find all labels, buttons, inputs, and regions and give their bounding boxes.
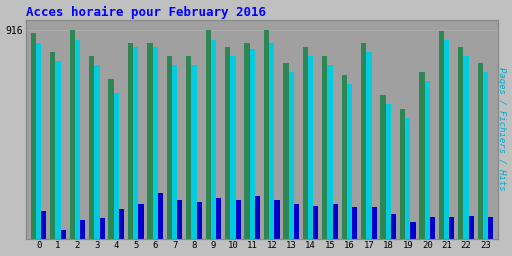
- Bar: [244, 42, 250, 239]
- Bar: [294, 205, 299, 239]
- Bar: [70, 30, 75, 239]
- Bar: [119, 209, 124, 239]
- Bar: [386, 104, 391, 239]
- Bar: [250, 49, 255, 239]
- Text: Acces horaire pour February 2016: Acces horaire pour February 2016: [26, 6, 266, 19]
- Bar: [313, 206, 318, 239]
- Bar: [327, 65, 333, 239]
- Bar: [50, 52, 55, 239]
- Bar: [308, 56, 313, 239]
- Bar: [133, 47, 138, 239]
- Bar: [468, 216, 474, 239]
- Bar: [55, 61, 60, 239]
- Bar: [147, 42, 153, 239]
- Bar: [283, 63, 289, 239]
- Bar: [342, 74, 347, 239]
- Bar: [274, 200, 280, 239]
- Bar: [80, 220, 86, 239]
- Bar: [89, 56, 94, 239]
- Bar: [439, 31, 444, 239]
- Bar: [361, 42, 366, 239]
- Bar: [255, 197, 260, 239]
- Bar: [303, 47, 308, 239]
- Bar: [197, 202, 202, 239]
- Y-axis label: Pages / Fichiers / Hits: Pages / Fichiers / Hits: [498, 67, 506, 191]
- Bar: [31, 34, 36, 239]
- Bar: [186, 56, 191, 239]
- Bar: [366, 52, 372, 239]
- Bar: [483, 72, 488, 239]
- Bar: [333, 205, 338, 239]
- Bar: [36, 42, 41, 239]
- Bar: [172, 65, 177, 239]
- Bar: [206, 30, 211, 239]
- Bar: [41, 211, 47, 239]
- Bar: [400, 109, 405, 239]
- Bar: [289, 72, 294, 239]
- Bar: [444, 40, 449, 239]
- Bar: [94, 65, 99, 239]
- Bar: [177, 200, 182, 239]
- Bar: [167, 56, 172, 239]
- Bar: [211, 40, 216, 239]
- Bar: [352, 207, 357, 239]
- Bar: [191, 65, 197, 239]
- Bar: [216, 198, 221, 239]
- Bar: [158, 193, 163, 239]
- Bar: [463, 56, 468, 239]
- Bar: [424, 81, 430, 239]
- Bar: [236, 200, 241, 239]
- Bar: [60, 230, 66, 239]
- Bar: [138, 205, 143, 239]
- Bar: [230, 56, 236, 239]
- Bar: [411, 221, 416, 239]
- Bar: [153, 47, 158, 239]
- Bar: [75, 40, 80, 239]
- Bar: [322, 56, 327, 239]
- Bar: [458, 47, 463, 239]
- Bar: [347, 84, 352, 239]
- Bar: [99, 218, 105, 239]
- Bar: [405, 118, 411, 239]
- Bar: [478, 63, 483, 239]
- Bar: [264, 30, 269, 239]
- Bar: [430, 217, 435, 239]
- Bar: [269, 42, 274, 239]
- Bar: [391, 214, 396, 239]
- Bar: [488, 217, 494, 239]
- Bar: [372, 207, 377, 239]
- Bar: [380, 95, 386, 239]
- Bar: [109, 79, 114, 239]
- Bar: [225, 47, 230, 239]
- Bar: [114, 93, 119, 239]
- Bar: [419, 72, 424, 239]
- Bar: [128, 42, 133, 239]
- Bar: [449, 217, 455, 239]
